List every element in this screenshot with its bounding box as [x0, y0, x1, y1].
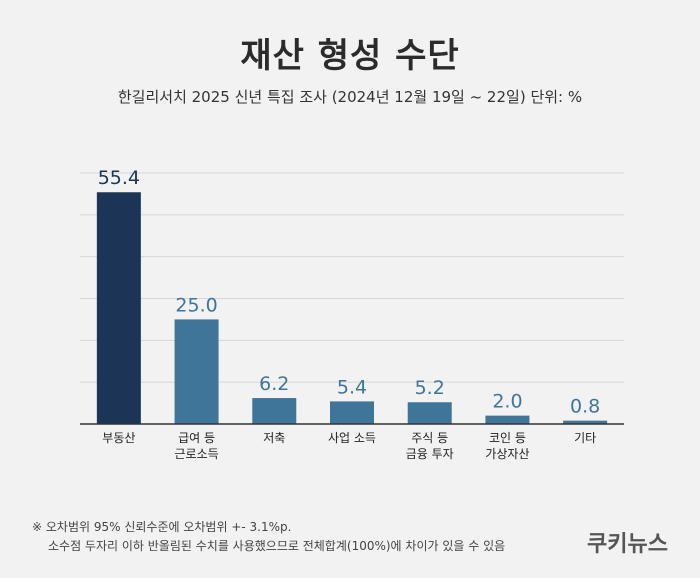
category-label-2: 저축: [263, 431, 285, 445]
value-labels: 55.4 25.0 6.2 5.4 5.2 2.0 0.8: [98, 167, 601, 417]
grid-lines: [80, 172, 624, 383]
value-label-3: 5.4: [337, 376, 367, 398]
bar-6: [563, 420, 608, 424]
category-label-4: 주식 등 금융 투자: [406, 431, 454, 461]
category-labels: 부동산 급여 등 근로소득 저축 사업 소득 주식 등 금융 투자 코인 등 가상자산 기타: [102, 431, 596, 461]
category-label-5: 코인 등 가상자산: [485, 431, 529, 461]
bar-chart: 55.4 25.0 6.2 5.4 5.2 2.0 0.8 부동산 급여 등 근로소득 저축 사업 …: [80, 167, 624, 461]
category-label-3: 사업 소득: [328, 431, 376, 445]
value-label-5: 2.0: [492, 391, 522, 413]
footnote-line-2: 소수점 두자리 이하 반올림된 수치를 사용했으므로 전체합계(100%)에 차…: [48, 539, 506, 553]
category-label-6: 기타: [574, 431, 596, 445]
bar-4: [407, 402, 452, 424]
value-label-0: 55.4: [98, 167, 140, 189]
category-label-1: 급여 등 근로소득: [174, 431, 218, 461]
bar-5: [485, 415, 530, 424]
footnote: ※ 오차범위 95% 신뢰수준에 오차범위 +- 3.1%p. 소수점 두자리 …: [32, 518, 572, 556]
category-label-0: 부동산: [102, 431, 135, 445]
value-label-2: 6.2: [259, 373, 289, 395]
value-label-4: 5.2: [415, 377, 445, 399]
chart-subtitle: 한길리서치 2025 신년 특집 조사 (2024년 12월 19일 ~ 22일…: [117, 88, 583, 106]
footnote-line-1: ※ 오차범위 95% 신뢰수준에 오차범위 +- 3.1%p.: [32, 520, 292, 534]
bar-1: [174, 319, 219, 424]
bar-2: [252, 398, 297, 424]
value-label-6: 0.8: [570, 396, 600, 418]
bar-0: [96, 192, 141, 424]
chart-title: 재산 형성 수단: [240, 36, 460, 76]
bar-3: [330, 401, 374, 424]
bars: [96, 192, 608, 424]
publisher-logo: 쿠키뉴스: [587, 532, 668, 557]
value-label-1: 25.0: [175, 294, 217, 316]
